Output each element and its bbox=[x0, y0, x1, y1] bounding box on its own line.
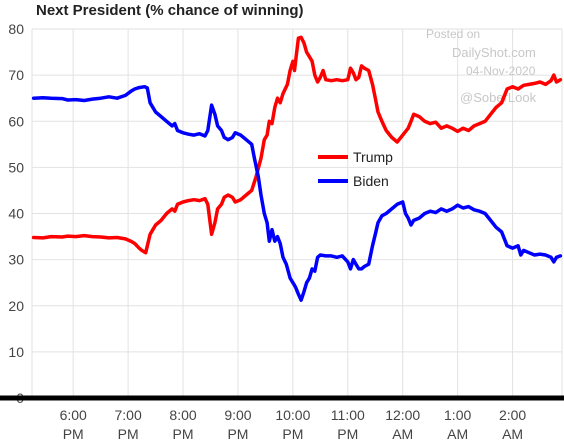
legend-label-biden: Biden bbox=[353, 173, 389, 189]
watermark-handle: @SoberLook bbox=[460, 90, 537, 105]
x-tick-label-period: PM bbox=[63, 426, 84, 441]
series-lines bbox=[31, 35, 563, 302]
x-tick-label-period: PM bbox=[173, 426, 194, 441]
x-tick-label-time: 1:00 bbox=[444, 407, 471, 423]
x-tick-label-period: PM bbox=[282, 426, 303, 441]
y-tick-label: 30 bbox=[8, 252, 24, 268]
x-tick-label-period: AM bbox=[447, 426, 468, 441]
x-tick-label-period: PM bbox=[337, 426, 358, 441]
y-tick-label: 60 bbox=[8, 113, 24, 129]
series-line-biden bbox=[31, 84, 563, 302]
legend: Trump Biden bbox=[318, 149, 393, 189]
x-tick-label-time: 2:00 bbox=[499, 407, 526, 423]
watermark-site: DailyShot.com bbox=[452, 45, 536, 60]
x-tick-label-time: 7:00 bbox=[114, 407, 141, 423]
y-tick-label: 70 bbox=[8, 67, 24, 83]
x-tick-label-time: 10:00 bbox=[275, 407, 310, 423]
watermark-date: 04-Nov-2020 bbox=[466, 64, 536, 78]
watermark-posted-on: Posted on bbox=[426, 27, 480, 41]
legend-label-trump: Trump bbox=[353, 149, 393, 165]
x-tick-label-time: 9:00 bbox=[224, 407, 251, 423]
x-tick-label-time: 8:00 bbox=[169, 407, 196, 423]
axes: 010203040506070806:00PM7:00PM8:00PM9:00P… bbox=[0, 21, 564, 441]
x-tick-label-period: AM bbox=[392, 426, 413, 441]
y-tick-label: 20 bbox=[8, 298, 24, 314]
watermark: Posted on DailyShot.com 04-Nov-2020 @Sob… bbox=[426, 27, 537, 105]
chart-title: Next President (% chance of winning) bbox=[36, 2, 304, 19]
x-tick-label-period: PM bbox=[227, 426, 248, 441]
x-tick-label-time: 12:00 bbox=[385, 407, 420, 423]
y-tick-label: 10 bbox=[8, 344, 24, 360]
x-tick-label-period: PM bbox=[118, 426, 139, 441]
series-line-trump bbox=[31, 35, 563, 255]
y-tick-label: 80 bbox=[8, 21, 24, 37]
x-tick-label-time: 11:00 bbox=[331, 407, 365, 423]
y-tick-label: 50 bbox=[8, 159, 24, 175]
x-tick-label-time: 6:00 bbox=[60, 407, 87, 423]
y-tick-label: 40 bbox=[8, 206, 24, 222]
grid bbox=[31, 28, 563, 398]
x-tick-label-period: AM bbox=[502, 426, 523, 441]
